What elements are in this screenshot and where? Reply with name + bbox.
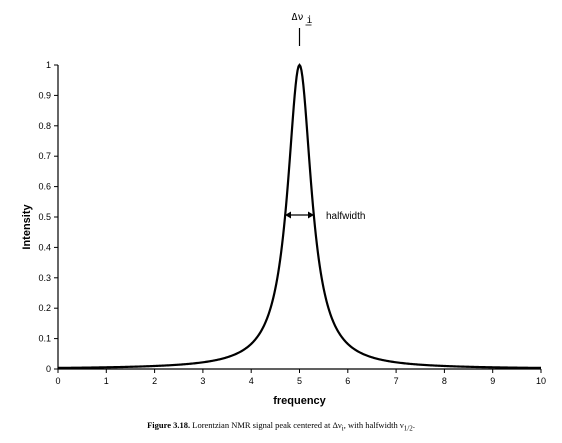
y-tick-label: 1: [46, 60, 51, 70]
y-tick-label: 0.6: [38, 182, 51, 192]
halfwidth-label: halfwidth: [326, 211, 365, 222]
y-tick-label: 0.1: [38, 334, 51, 344]
x-tick-label: 6: [345, 376, 350, 386]
x-axis-label: frequency: [273, 395, 326, 407]
figure-number: Figure 3.18.: [147, 420, 191, 430]
x-tick-label: 8: [442, 376, 447, 386]
halfwidth-arrowhead-left: [285, 211, 292, 219]
caption-text-mid: , with halfwidth ν: [343, 420, 404, 430]
y-tick-label: 0.9: [38, 90, 51, 100]
y-tick-label: 0.3: [38, 273, 51, 283]
y-tick-label: 0.8: [38, 121, 51, 131]
y-axis-label: Intensity: [21, 204, 33, 250]
ticks: 0 1 2 3 4 5 6 7 8 9 10 0 0.1 0.2 0.3 0.4 0.5 0.6 0.7 0.8 0.9…: [38, 60, 546, 386]
x-tick-label: 7: [394, 376, 399, 386]
x-tick-label: 4: [249, 376, 254, 386]
caption-sub-i: i: [341, 424, 344, 433]
y-tick-label: 0.7: [38, 151, 51, 161]
x-tick-label: 3: [200, 376, 205, 386]
y-tick-label: 0.4: [38, 242, 51, 252]
x-tick-label: 1: [104, 376, 109, 386]
x-tick-label: 5: [297, 376, 302, 386]
halfwidth-arrowhead-right: [307, 211, 314, 219]
y-tick-label: 0.5: [38, 212, 51, 222]
lorentzian-curve: [57, 63, 542, 370]
caption-text-end: .: [412, 420, 415, 430]
peak-label-sub: i: [307, 15, 313, 26]
caption-text: Lorentzian NMR signal peak centered at Δ…: [192, 420, 342, 430]
figure-caption: Figure 3.18. Lorentzian NMR signal peak …: [0, 420, 562, 433]
x-tick-label: 0: [55, 376, 60, 386]
y-tick-label: 0: [46, 364, 51, 374]
x-tick-label: 2: [152, 376, 157, 386]
annotations: Δν i halfwidth: [285, 12, 365, 222]
y-tick-label: 0.2: [38, 303, 51, 313]
caption-sub-half: 1/2: [403, 424, 413, 433]
peak-label: Δν: [292, 12, 304, 23]
x-tick-label: 9: [490, 376, 495, 386]
x-tick-label: 10: [536, 376, 546, 386]
axes: [57, 65, 541, 370]
